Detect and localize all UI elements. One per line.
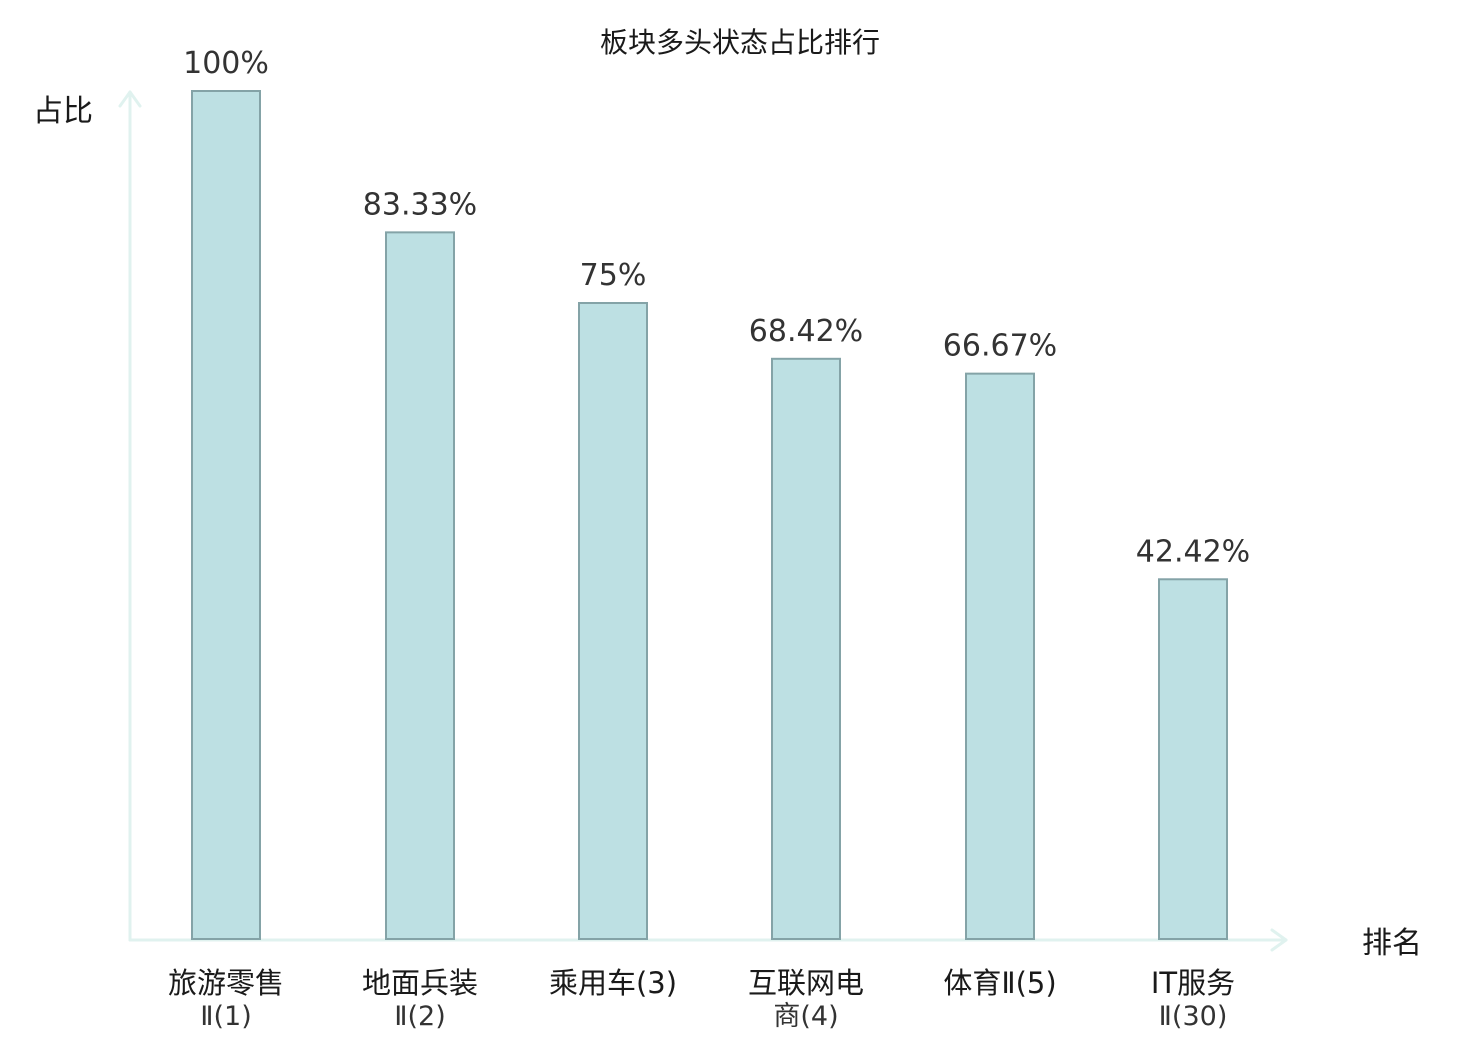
bar-1	[191, 90, 261, 940]
y-axis-label: 占比	[33, 94, 93, 129]
value-labels-group: 100% 83.33% 75% 68.42% 66.67% 42.42%	[183, 46, 1250, 569]
x-axis-label: 排名	[1362, 926, 1422, 961]
category-label-2-line-1: 地面兵装	[362, 966, 478, 1000]
axes	[118, 90, 1288, 952]
value-label-4: 68.42%	[749, 314, 863, 349]
y-axis-arrow	[118, 90, 142, 108]
bar-4	[771, 357, 841, 940]
x-axis-arrow	[1270, 928, 1288, 952]
category-label-1-line-2: Ⅱ(1)	[200, 1001, 252, 1032]
bars-group	[191, 90, 1228, 941]
category-label-2-line-2: Ⅱ(2)	[394, 1001, 446, 1032]
value-label-1: 100%	[183, 46, 269, 81]
value-label-2: 83.33%	[363, 187, 477, 222]
chart-title: 板块多头状态占比排行	[600, 26, 880, 59]
bar-3	[578, 302, 648, 940]
value-label-3: 75%	[580, 258, 647, 293]
category-label-1-line-1: 旅游零售	[168, 966, 284, 1000]
category-label-6-line-1: IT服务	[1151, 966, 1235, 1000]
category-label-3-line-1: 乘用车(3)	[549, 966, 677, 1000]
category-label-4-line-2: 商(4)	[773, 1001, 838, 1032]
value-label-5: 66.67%	[943, 329, 1057, 364]
category-label-6-line-2: Ⅱ(30)	[1159, 1001, 1228, 1032]
bar-2	[385, 231, 455, 941]
bar-5	[965, 372, 1035, 940]
category-label-5-line-1: 体育Ⅱ(5)	[943, 966, 1056, 1000]
bar-6	[1158, 578, 1228, 940]
category-label-4-line-1: 互联网电	[748, 966, 864, 1000]
value-label-6: 42.42%	[1136, 534, 1250, 569]
